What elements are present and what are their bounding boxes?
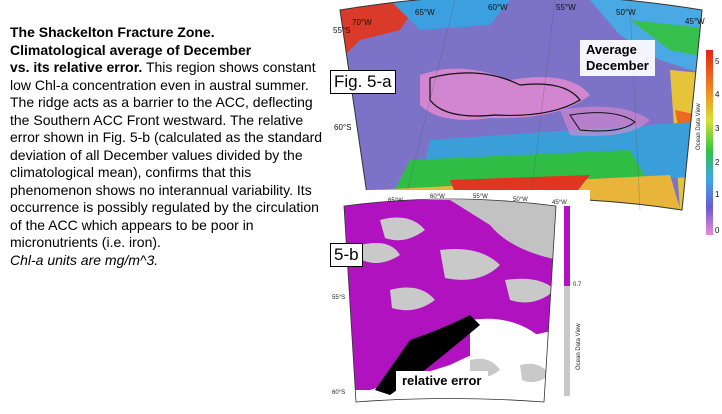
fig-5a-label: Fig. 5-a [330,70,396,94]
caption-units: Chl-a units are mg/m^3. [10,251,159,268]
lon-label-60w: 60°W [488,3,508,12]
colorbar-a-title: Ocean Data View [696,103,702,150]
colorbar-b-title: Ocean Data View [576,323,582,370]
colorbar-a-tick-3: 3 [715,124,720,133]
colorbar-b-tick-1: 0.7 [573,282,582,288]
figure-caption: The Shackelton Fracture Zone. Climatolog… [10,24,328,269]
caption-subtitle-2: vs. its relative error. [10,59,143,75]
colorbar-b-low [564,286,570,396]
colorbar-a-tick-0: 0 [715,226,720,235]
lon-label-65w: 65°W [415,8,435,17]
lon-label-b-65w: 65°W [388,198,403,204]
lon-label-55w: 55°W [556,3,576,12]
lat-label-b-60s: 60°S [332,390,346,396]
fig-5b-label: 5-b [330,243,363,267]
caption-title: The Shackelton Fracture Zone. [10,24,215,40]
map-relative-error: 65°W 60°W 55°W 50°W 45°W 55°S 60°S 0.7 O… [330,190,590,409]
caption-body: This region shows constant low Chl-a con… [10,59,323,250]
average-december-line-2: December [586,58,649,73]
colorbar-a-tick-1: 1 [715,190,720,199]
average-december-line-1: Average [586,42,637,57]
lon-label-50w: 50°W [616,8,636,17]
relative-error-label: relative error [396,371,488,391]
colorbar-a-tick-5: 5 [715,57,720,66]
caption-subtitle: Climatological average of December [10,41,252,58]
colorbar-a-tick-2: 2 [715,158,720,167]
lat-label-55s: 55°S [333,26,351,35]
lon-label-70w: 70°W [352,18,372,27]
lat-label-60s: 60°S [334,123,352,132]
colorbar-b-high [564,206,570,286]
lat-label-b-55s: 55°S [332,295,346,301]
lon-label-b-55w: 55°W [473,194,488,200]
average-december-label: Average December [580,40,655,76]
lon-label-b-60w: 60°W [430,194,445,200]
lon-label-b-50w: 50°W [513,197,528,203]
lon-label-b-45w: 45°W [552,200,567,206]
colorbar-a-tick-4: 4 [715,90,720,99]
colorbar-a [706,50,713,235]
lon-label-45w: 45°W [685,17,705,26]
